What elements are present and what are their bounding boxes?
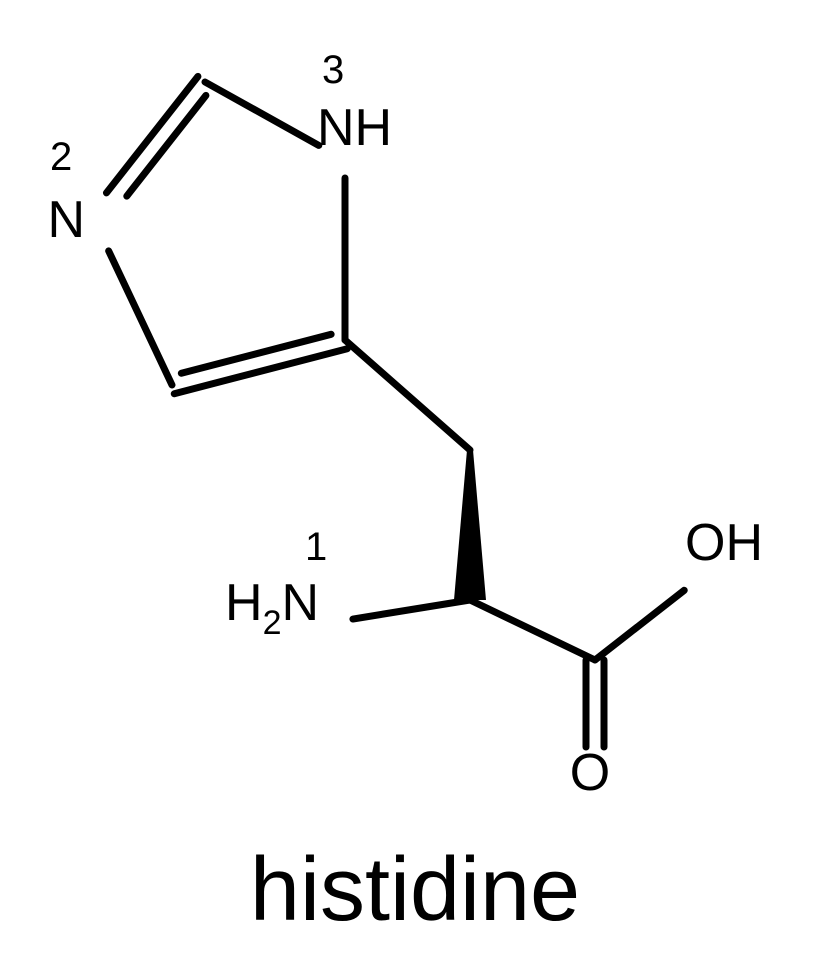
position-label-3: 3: [322, 48, 344, 92]
atom-carbonyl-o: O: [570, 744, 610, 802]
position-label-2: 2: [50, 135, 72, 179]
atom-hydroxyl: OH: [685, 514, 763, 572]
atom-n-ring: N: [47, 191, 85, 249]
position-label-1: 1: [305, 525, 327, 569]
atom-amino: H2N: [225, 574, 319, 642]
molecule-title: histidine: [250, 840, 580, 940]
histidine-structure: N NH 2 3 1 H2N OH Ohistidine: [0, 0, 830, 959]
atom-nh-ring: NH: [317, 99, 392, 157]
